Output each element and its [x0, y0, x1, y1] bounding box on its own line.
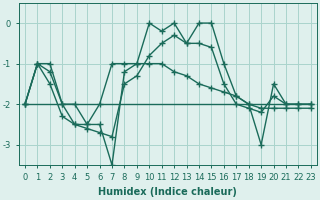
X-axis label: Humidex (Indice chaleur): Humidex (Indice chaleur): [99, 187, 237, 197]
